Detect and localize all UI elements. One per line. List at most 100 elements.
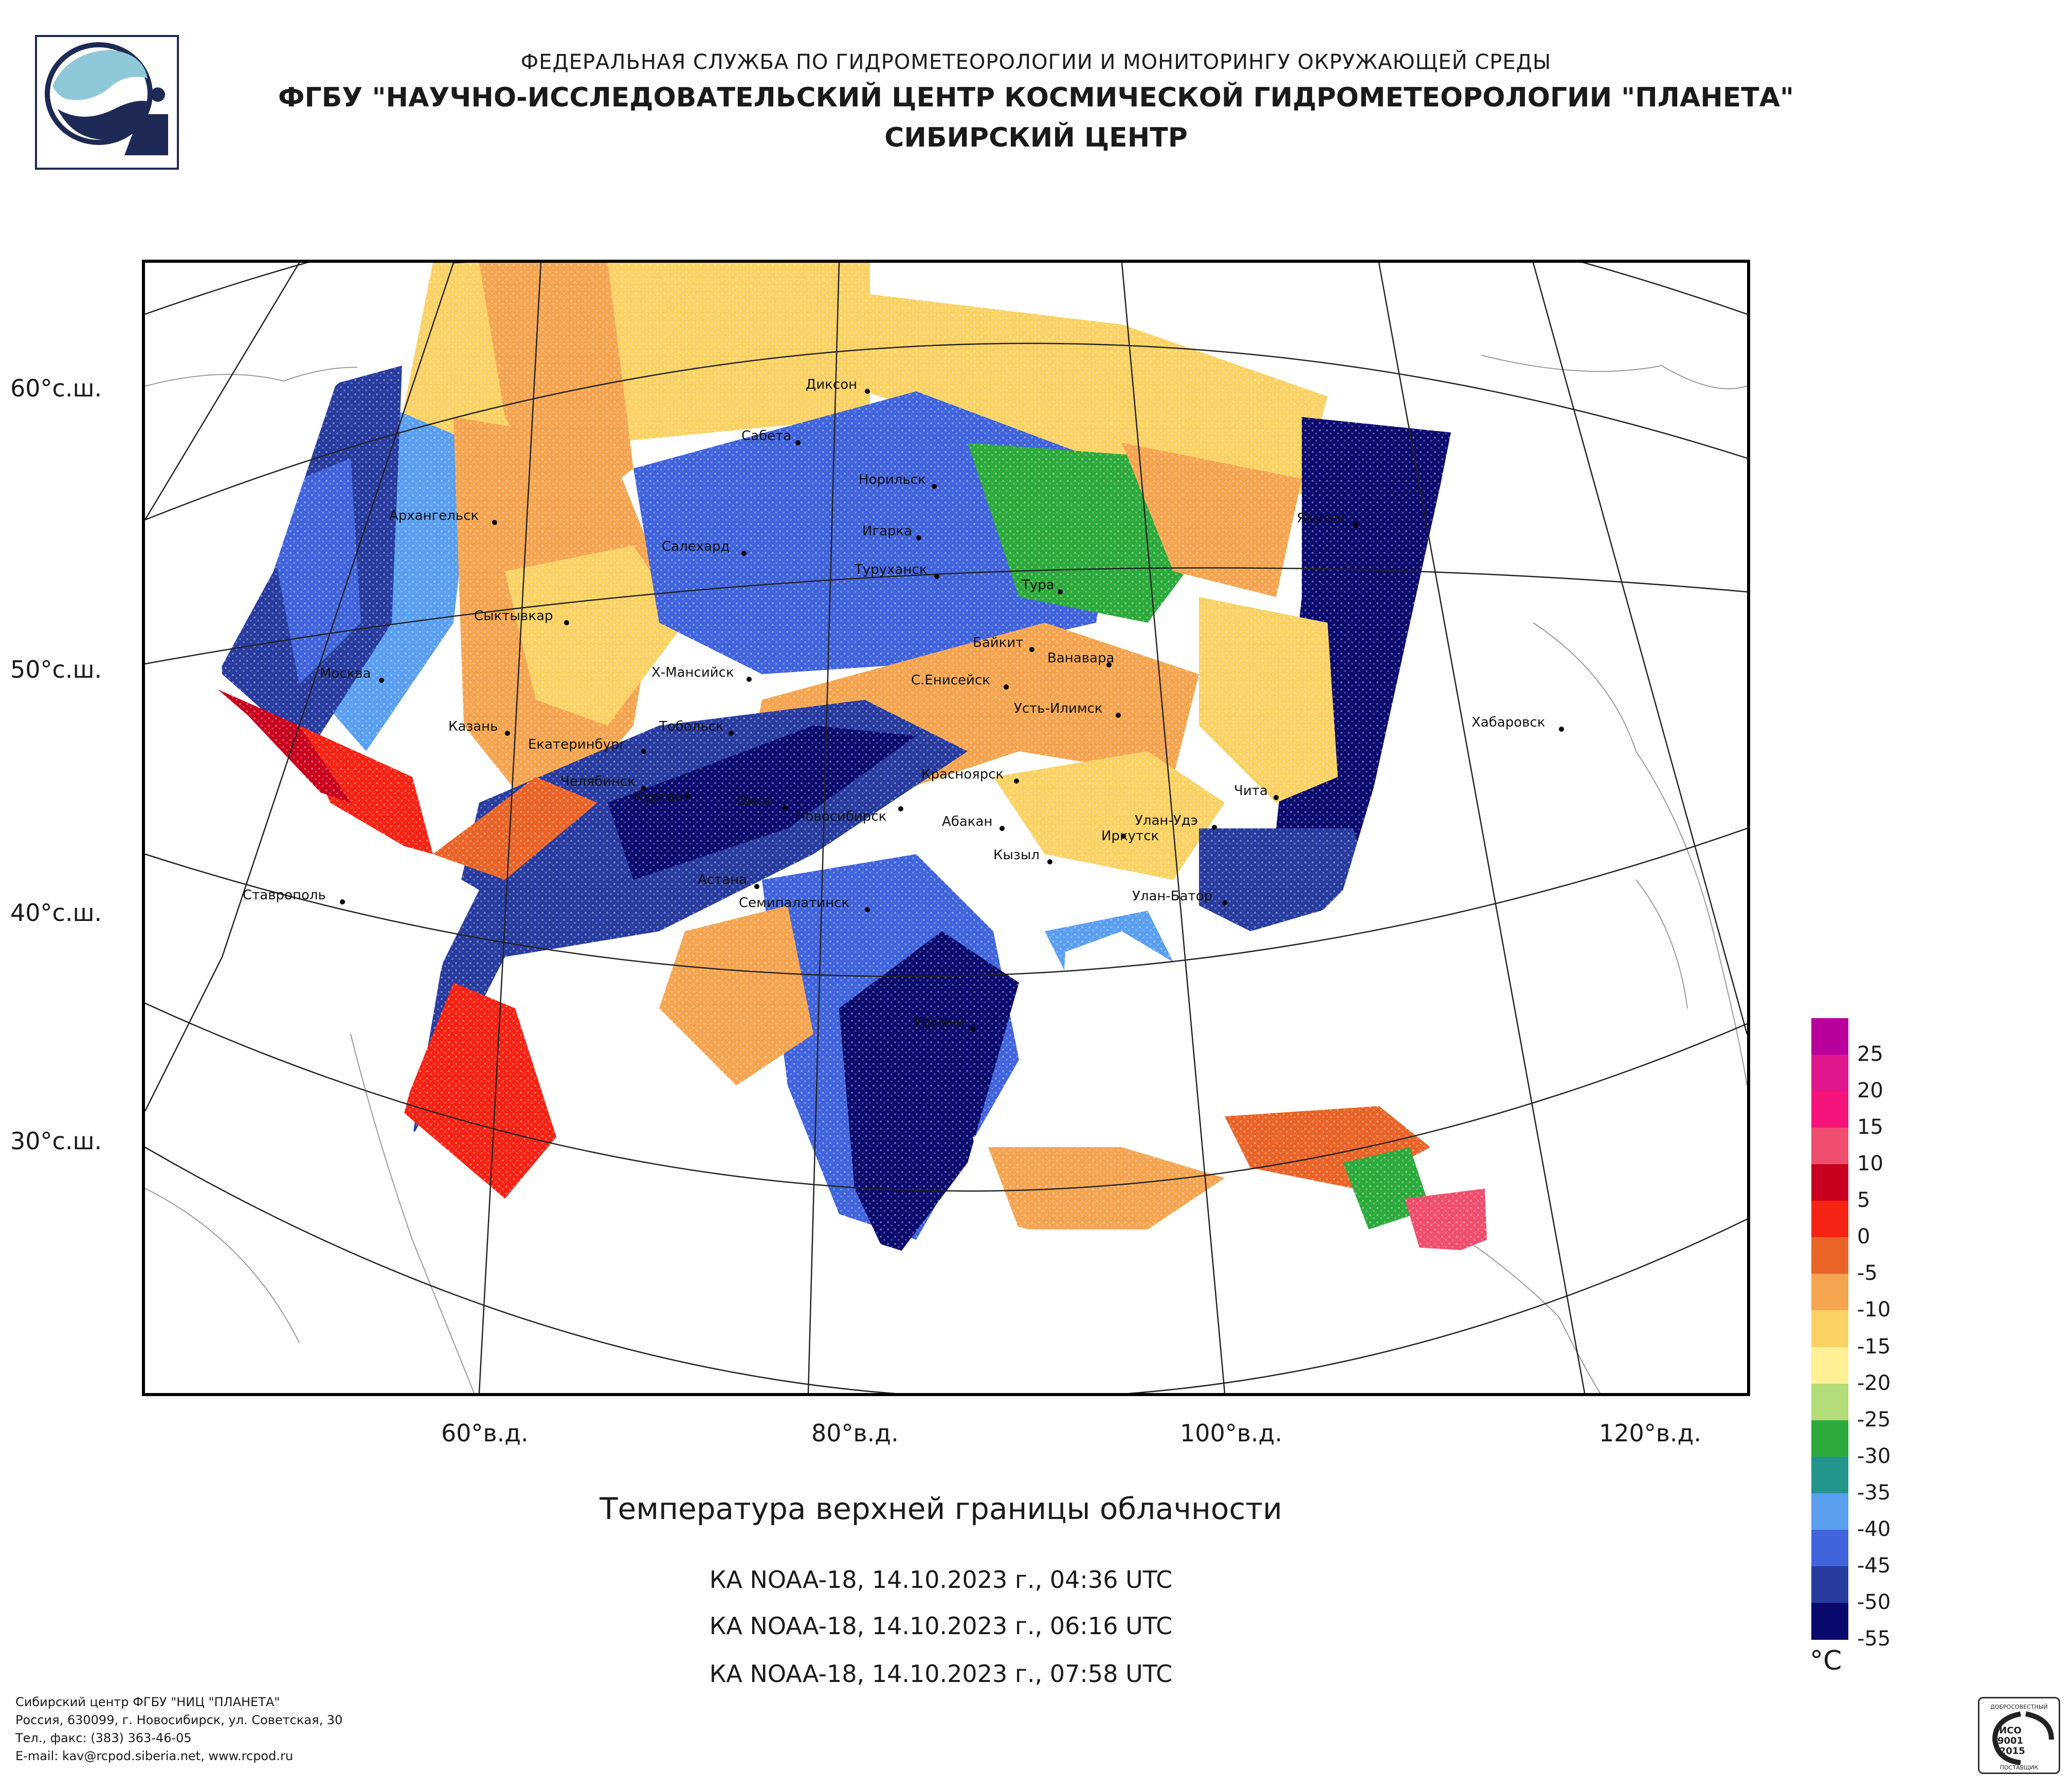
colorbar-tick-label: -30 — [1857, 1444, 1891, 1468]
colorbar-unit: °C — [1810, 1645, 1842, 1676]
city-omsk: Омск — [736, 793, 772, 809]
colorbar-tick-label: -40 — [1857, 1517, 1891, 1541]
colorbar-tick-label: 20 — [1857, 1079, 1883, 1103]
map-canvas: Диксон Сабета Норильск Игарка Архангельс… — [145, 263, 1747, 1393]
city-tobolsk: Тобольск — [659, 719, 724, 734]
footer-phone: Тел., факс: (383) 363-46-05 — [15, 1731, 192, 1745]
lon-label-120: 120°в.д. — [1599, 1419, 1701, 1447]
colorbar-tick-label: 0 — [1857, 1225, 1870, 1249]
footer-address: Россия, 630099, г. Новосибирск, ул. Сове… — [15, 1713, 343, 1727]
footer-email: E-mail: kav@rcpod.siberia.net, www.rcpod… — [15, 1749, 294, 1763]
city-krasnoyarsk: Красноярск — [921, 767, 1004, 782]
lat-label-60: 60°с.ш. — [10, 374, 102, 402]
satellite-pass-1: КА NOAA-18, 14.10.2023 г., 04:36 UTC — [709, 1566, 1173, 1594]
iso-badge-top: ДОБРОСОВЕСТНЫЙ — [1990, 1704, 2048, 1710]
colorbar-swatch — [1811, 1274, 1848, 1311]
center-name: СИБИРСКИЙ ЦЕНТР — [884, 122, 1188, 153]
city-baykit: Байкит — [973, 635, 1023, 650]
city-arkhangelsk: Архангельск — [389, 508, 479, 523]
lon-label-100: 100°в.д. — [1180, 1419, 1282, 1447]
satellite-globe-icon — [45, 42, 168, 155]
temperature-colorbar — [1811, 1018, 1848, 1640]
colorbar-swatch — [1811, 1091, 1848, 1129]
colorbar-swatch — [1811, 1055, 1848, 1092]
colorbar-swatch — [1811, 1383, 1848, 1421]
colorbar-tick-label: -15 — [1857, 1334, 1891, 1359]
city-khanty-mansiysk: Х-Мансийск — [651, 665, 734, 680]
city-markers: Диксон Сабета Норильск Игарка Архангельс… — [243, 377, 1564, 1032]
colorbar-swatch — [1811, 1201, 1848, 1238]
city-syktyvkar: Сыктывкар — [474, 608, 553, 624]
colorbar-swatch — [1811, 1566, 1848, 1603]
city-yakutsk: Якутск — [1297, 511, 1345, 526]
lat-label-50: 50°с.ш. — [10, 656, 102, 683]
city-igarka: Игарка — [862, 523, 912, 539]
city-kurgan: Курган — [633, 789, 683, 805]
colorbar-tick-label: -25 — [1857, 1407, 1891, 1432]
city-semipalatinsk: Семипалатинск — [739, 895, 849, 911]
colorbar-swatch — [1811, 1602, 1848, 1640]
city-vanavara: Ванавара — [1047, 650, 1114, 666]
colorbar-swatch — [1811, 1128, 1848, 1165]
city-s-yeniseysk: С.Енисейск — [911, 673, 990, 688]
colorbar-swatch — [1811, 1493, 1848, 1530]
institute-name: ФГБУ "НАУЧНО-ИССЛЕДОВАТЕЛЬСКИЙ ЦЕНТР КОС… — [278, 82, 1794, 113]
colorbar-tick-label: -55 — [1857, 1627, 1891, 1651]
city-kyzyl: Кызыл — [993, 847, 1040, 863]
colorbar-swatch — [1811, 1529, 1848, 1567]
colorbar-tick-label: -20 — [1857, 1371, 1891, 1395]
colorbar-swatch — [1811, 1456, 1848, 1494]
iso-badge-year: -2015 — [1995, 1746, 2025, 1757]
city-khabarovsk: Хабаровск — [1471, 715, 1545, 730]
colorbar-swatch — [1811, 1347, 1848, 1384]
colorbar-tick-label: 25 — [1857, 1042, 1883, 1066]
city-turukhansk: Туруханск — [854, 562, 927, 577]
cloud-top-temperature-map: Диксон Сабета Норильск Игарка Архангельс… — [142, 260, 1750, 1396]
agency-name: ФЕДЕРАЛЬНАЯ СЛУЖБА ПО ГИДРОМЕТЕОРОЛОГИИ … — [520, 50, 1552, 74]
city-sabeta: Сабета — [741, 428, 791, 444]
colorbar-tick-label: 5 — [1857, 1188, 1870, 1213]
lon-label-80: 80°в.д. — [811, 1419, 899, 1447]
city-stavropol: Ставрополь — [243, 888, 326, 903]
city-urumqi: Урумчи — [914, 1015, 965, 1030]
colorbar-tick-label: 10 — [1857, 1152, 1883, 1176]
iso-badge-bottom: ПОСТАВЩИК — [2000, 1764, 2039, 1771]
lat-label-40: 40°с.ш. — [10, 899, 102, 927]
graticule — [145, 263, 1747, 1393]
city-astana: Астана — [698, 872, 747, 888]
city-norilsk: Норильск — [859, 472, 926, 487]
city-novosibirsk: Новосибирск — [795, 809, 886, 824]
city-chita: Чита — [1234, 783, 1268, 799]
colorbar-tick-label: 15 — [1857, 1115, 1883, 1139]
city-abakan: Абакан — [942, 814, 992, 829]
colorbar-swatch — [1811, 1237, 1848, 1275]
colorbar-tick-label: -45 — [1857, 1553, 1891, 1578]
iso-9001-badge: ДОБРОСОВЕСТНЫЙ ИСО 9001 -2015 ПОСТАВЩИК — [1978, 1697, 2060, 1774]
southern-swath — [973, 1086, 1487, 1250]
city-kazan: Казань — [448, 719, 498, 734]
city-dikson: Диксон — [806, 377, 857, 392]
planeta-logo — [35, 35, 179, 170]
city-tura: Тура — [1021, 577, 1055, 593]
colorbar-swatch — [1811, 1310, 1848, 1348]
map-title: Температура верхней границы облачности — [599, 1491, 1282, 1526]
city-ust-ilimsk: Усть-Илимск — [1014, 701, 1103, 716]
city-ulaanbaatar: Улан-Батор — [1132, 889, 1212, 904]
colorbar-tick-label: -35 — [1857, 1480, 1891, 1505]
colorbar-swatch — [1811, 1018, 1848, 1056]
lon-label-60: 60°в.д. — [441, 1419, 529, 1447]
colorbar-tick-label: -50 — [1857, 1590, 1891, 1614]
city-irkutsk: Иркутск — [1101, 828, 1159, 844]
city-yekaterinburg: Екатеринбург — [528, 737, 626, 752]
footer-org: Сибирский центр ФГБУ "НИЦ "ПЛАНЕТА" — [15, 1695, 280, 1709]
satellite-pass-2: КА NOAA-18, 14.10.2023 г., 06:16 UTC — [709, 1612, 1173, 1640]
city-chelyabinsk: Челябинск — [560, 774, 635, 789]
colorbar-tick-label: -5 — [1857, 1261, 1878, 1286]
colorbar-tick-label: -10 — [1857, 1298, 1891, 1322]
city-moscow: Москва — [320, 666, 371, 681]
iso-badge-number: 9001 — [1997, 1735, 2023, 1746]
lat-label-30: 30°с.ш. — [10, 1127, 102, 1155]
city-ulan-ude: Улан-Удэ — [1135, 813, 1198, 828]
iso-badge-iso: ИСО — [1999, 1725, 2022, 1736]
city-salekhard: Салехард — [662, 539, 730, 554]
